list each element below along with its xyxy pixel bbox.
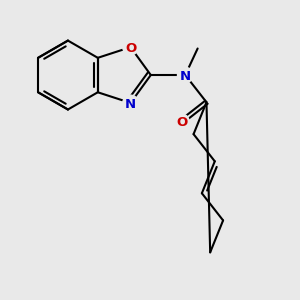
Circle shape <box>175 114 189 128</box>
Text: N: N <box>180 70 191 83</box>
Circle shape <box>123 95 138 111</box>
Text: O: O <box>125 42 136 55</box>
Text: N: N <box>125 98 136 111</box>
Circle shape <box>123 39 138 55</box>
Text: O: O <box>176 116 188 129</box>
Circle shape <box>178 67 193 83</box>
